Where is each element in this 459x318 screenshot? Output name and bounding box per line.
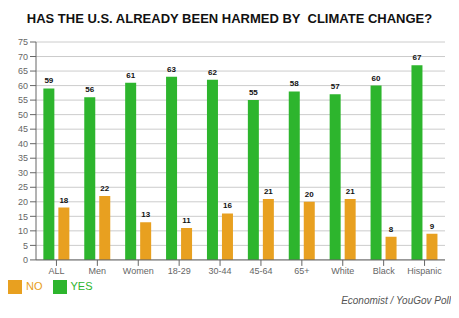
svg-text:13: 13 (141, 210, 150, 219)
svg-text:50: 50 (18, 110, 28, 120)
svg-text:45: 45 (18, 124, 28, 134)
svg-text:Men: Men (89, 266, 107, 276)
svg-text:59: 59 (44, 76, 53, 85)
svg-text:67: 67 (413, 53, 422, 62)
svg-text:58: 58 (290, 79, 299, 88)
svg-text:57: 57 (331, 82, 340, 91)
svg-text:40: 40 (18, 139, 28, 149)
svg-text:Black: Black (373, 266, 396, 276)
svg-text:0: 0 (23, 255, 28, 265)
svg-text:60: 60 (372, 74, 381, 83)
svg-text:55: 55 (18, 95, 28, 105)
svg-text:61: 61 (126, 71, 135, 80)
svg-text:70: 70 (18, 52, 28, 62)
svg-text:55: 55 (249, 88, 258, 97)
svg-text:62: 62 (208, 68, 217, 77)
svg-text:30-44: 30-44 (209, 266, 232, 276)
svg-text:45-64: 45-64 (249, 266, 272, 276)
svg-text:Women: Women (123, 266, 154, 276)
svg-text:21: 21 (264, 187, 273, 196)
svg-text:18-29: 18-29 (168, 266, 191, 276)
svg-text:8: 8 (389, 225, 394, 234)
svg-text:65+: 65+ (294, 266, 309, 276)
html-text:YES: YES (70, 279, 93, 292)
svg-text:56: 56 (85, 85, 94, 94)
svg-text:10: 10 (18, 226, 28, 236)
html-text:HAS THE U.S. ALREADY BEEN HARM: HAS THE U.S. ALREADY BEEN HARMED BY CLIM… (26, 11, 433, 26)
svg-text:60: 60 (18, 81, 28, 91)
svg-text:20: 20 (18, 197, 28, 207)
svg-text:5: 5 (23, 241, 28, 251)
svg-text:20: 20 (305, 190, 314, 199)
svg-text:25: 25 (18, 182, 28, 192)
svg-text:Hispanic: Hispanic (407, 266, 442, 276)
svg-text:22: 22 (100, 184, 109, 193)
svg-text:63: 63 (167, 65, 176, 74)
svg-text:9: 9 (430, 222, 435, 231)
svg-text:ALL: ALL (48, 266, 64, 276)
svg-text:18: 18 (59, 196, 68, 205)
svg-text:30: 30 (18, 168, 28, 178)
svg-text:21: 21 (346, 187, 355, 196)
svg-text:35: 35 (18, 153, 28, 163)
svg-text:75: 75 (18, 37, 28, 47)
html-text:Economist / YouGov Poll: Economist / YouGov Poll (341, 295, 451, 306)
html-text:NO: NO (26, 279, 43, 292)
svg-text:65: 65 (18, 66, 28, 76)
svg-text:16: 16 (223, 201, 232, 210)
svg-text:11: 11 (182, 216, 191, 225)
svg-text:White: White (331, 266, 354, 276)
svg-text:15: 15 (18, 212, 28, 222)
